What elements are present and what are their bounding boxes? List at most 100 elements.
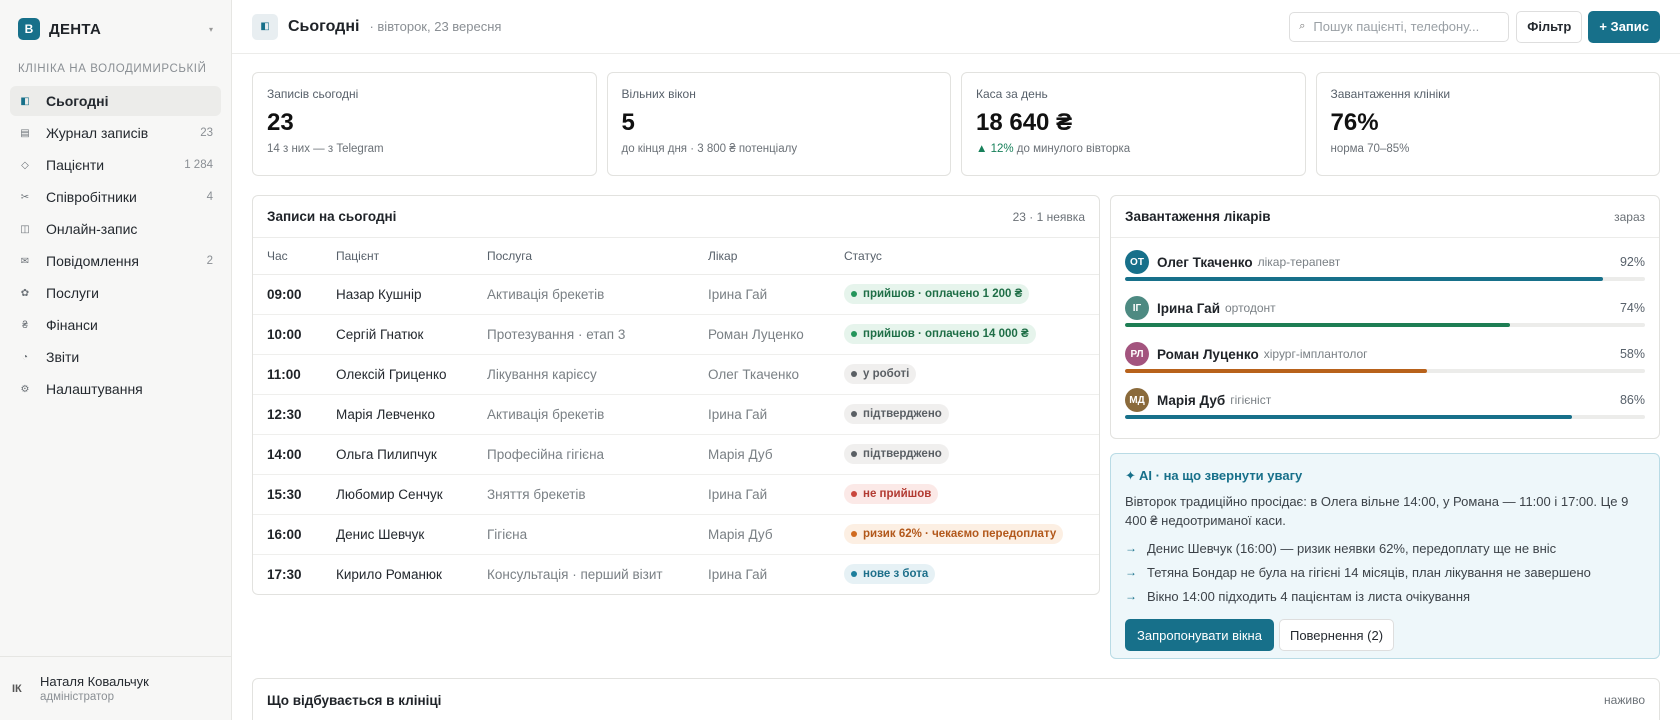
patient-name[interactable]: Марія Левченко	[322, 394, 473, 435]
doctor-role: хірург-імплантолог	[1263, 347, 1368, 361]
table-row[interactable]: 11:00 Олексій Гриценко Лікування карієсу Ол…	[253, 354, 1099, 395]
sidebar-item[interactable]: ✂ Співробітники 4	[10, 182, 221, 212]
sidebar-item[interactable]: ◇ Пацієнти 1 284	[10, 150, 221, 180]
sidebar-item-label: Онлайн-запис	[46, 221, 138, 237]
appointments-title: Записи на сьогодні	[267, 209, 397, 224]
status-cell: ризик 62% · чекаємо передоплату	[830, 514, 1099, 555]
sidebar-item-count: 23	[200, 127, 213, 139]
doctor-load-row[interactable]: ОТ Олег Ткаченко лікар-терапевт 92%	[1111, 240, 1659, 286]
status-dot-icon	[851, 491, 857, 497]
patient-name[interactable]: Олексій Гриценко	[322, 354, 473, 395]
sidebar-item-count: 1 284	[184, 159, 213, 171]
stat-card: Записів сьогодні 23 14 з них — з Telegram	[252, 72, 597, 176]
table-row[interactable]: 09:00 Назар Кушнір Активація брекетів Ірина…	[253, 274, 1099, 315]
sidebar-item[interactable]: ◫ Онлайн-запис	[10, 214, 221, 244]
brand-switcher[interactable]: В ДЕНТА ▾	[0, 0, 231, 58]
user-profile[interactable]: ІК Наталя Ковальчук адміністратор	[0, 656, 231, 720]
status-badge: ризик 62% · чекаємо передоплату	[844, 524, 1064, 544]
brand-name: ДЕНТА	[49, 20, 102, 38]
doctor-name: Олег Ткаченко	[1157, 254, 1253, 270]
service-name: Зняття брекетів	[473, 474, 694, 515]
stat-sub: до кінця дня · 3 800 ₴ потенціалу	[622, 143, 937, 155]
stat-sub-text: до минулого вівторка	[1013, 143, 1131, 155]
table-row[interactable]: 17:30 Кирило Романюк Консультація · перший…	[253, 554, 1099, 594]
service-name: Гігієна	[473, 514, 694, 555]
ai-insights-card: ✦ AI · на що звернути увагу Вівторок тра…	[1110, 453, 1660, 659]
arrow-right-icon: →	[1125, 565, 1137, 579]
sidebar-item[interactable]: ▤ Журнал записів 23	[10, 118, 221, 148]
add-appointment-button[interactable]: + Запис	[1588, 10, 1660, 43]
appointment-time: 17:30	[267, 566, 302, 582]
ai-summary: Вівторок традиційно просідає: в Олега ві…	[1125, 494, 1629, 528]
search-input[interactable]	[1313, 19, 1494, 34]
arrow-right-icon: →	[1125, 589, 1137, 603]
doctor-load-row[interactable]: ІГ Ірина Гай ортодонт 74%	[1111, 286, 1659, 332]
ai-suggestion[interactable]: → Вікно 14:00 підходить 4 пацієнтам із ли…	[1125, 584, 1645, 608]
table-row[interactable]: 14:00 Ольга Пилипчук Професійна гігієна Мар…	[253, 434, 1099, 475]
stat-sub: норма 70–85%	[1331, 143, 1646, 155]
sidebar-item[interactable]: ✉ Повідомлення 2	[10, 246, 221, 276]
doctor-load-percent: 86%	[1619, 393, 1645, 407]
sidebar-item-label: Повідомлення	[46, 253, 139, 269]
load-bar	[1125, 369, 1645, 373]
sidebar-item-label: Звіти	[46, 349, 80, 365]
status-dot-icon	[851, 411, 857, 417]
table-row[interactable]: 15:30 Любомир Сенчук Зняття брекетів Ірина …	[253, 474, 1099, 515]
column-header: Лікар	[694, 238, 830, 275]
sidebar-item[interactable]: ◧ Сьогодні	[10, 86, 221, 116]
sidebar-item[interactable]: ◔ Звіти	[10, 342, 221, 372]
load-bar	[1125, 415, 1645, 419]
returns-button[interactable]: Повернення (2)	[1278, 619, 1395, 651]
sidebar-item-label: Послуги	[46, 285, 99, 301]
patient-name[interactable]: Назар Кушнір	[322, 274, 473, 315]
nav-icon: ✂	[20, 191, 30, 203]
status-text: у роботі	[863, 368, 910, 380]
nav-icon: ▤	[20, 127, 30, 139]
sidebar-item-label: Співробітники	[46, 189, 137, 205]
status-badge: прийшов · оплачено 1 200 ₴	[844, 284, 1030, 304]
appointment-time: 11:00	[253, 354, 322, 395]
status-dot-icon	[851, 451, 857, 457]
doctor-name: Роман Луценко	[1157, 346, 1259, 362]
ai-suggestion[interactable]: → Денис Шевчук (16:00) — ризик неявки 62%…	[1125, 536, 1645, 560]
avatar: ІГ	[1125, 296, 1149, 320]
nav-icon: ₴	[22, 319, 28, 331]
page-date: · вівторок, 23 вересня	[369, 19, 502, 34]
appointments-table: Час Пацієнт Послуга Лікар Статус 09:00 Назар …	[253, 238, 1099, 594]
patient-name[interactable]: Ольга Пилипчук	[322, 434, 473, 475]
nav-icon: ◫	[20, 223, 30, 235]
patient-name[interactable]: Денис Шевчук	[322, 514, 473, 555]
doctor-load-percent: 92%	[1619, 255, 1645, 269]
sidebar-item[interactable]: ✿ Послуги	[10, 278, 221, 308]
doctor-load-row[interactable]: РЛ Роман Луценко хірург-імплантолог 58%	[1111, 332, 1659, 378]
ai-suggestion-text: Вікно 14:00 підходить 4 пацієнтам із лис…	[1147, 588, 1471, 604]
sidebar-item[interactable]: ⚙ Налаштування	[10, 374, 221, 404]
nav-icon: ◇	[21, 159, 29, 171]
service-name: Консультація · перший візит	[487, 566, 663, 582]
nav-icon: ◔	[21, 351, 29, 363]
status-text: не прийшов	[863, 488, 932, 500]
sidebar-item[interactable]: ₴ Фінанси	[10, 310, 221, 340]
table-row[interactable]: 12:30 Марія Левченко Активація брекетів Іри…	[253, 394, 1099, 435]
avatar: ОТ	[1125, 250, 1149, 274]
status-dot-icon	[851, 291, 857, 297]
doctor-name: Ірина Гай	[694, 394, 830, 435]
doctor-load-row[interactable]: МД Марія Дуб гігієніст 86%	[1111, 378, 1659, 424]
stat-label: Каса за день	[976, 87, 1048, 101]
patient-name[interactable]: Кирило Романюк	[336, 566, 442, 582]
ai-suggestion[interactable]: → Тетяна Бондар не була на гігієні 14 міс…	[1125, 560, 1645, 584]
stat-sub-text: норма 70–85%	[1330, 143, 1410, 155]
doctor-name: Марія Дуб	[694, 514, 830, 555]
stats-row: Записів сьогодні 23 14 з них — з Telegram В…	[252, 72, 1660, 176]
column-header: Час	[253, 238, 322, 275]
filter-button[interactable]: Фільтр	[1516, 10, 1583, 43]
chevron-down-icon: ▾	[208, 24, 213, 34]
patient-name[interactable]: Сергій Гнатюк	[322, 314, 473, 355]
appointments-meta: 23 · 1 неявка	[1012, 209, 1085, 224]
trend-up: ▲ 12%	[976, 143, 1014, 155]
suggest-slots-button[interactable]: Запропонувати вікна	[1125, 619, 1274, 651]
table-row[interactable]: 16:00 Денис Шевчук Гігієна Марія Дуб ризик 6…	[253, 514, 1099, 555]
patient-name[interactable]: Любомир Сенчук	[322, 474, 473, 515]
